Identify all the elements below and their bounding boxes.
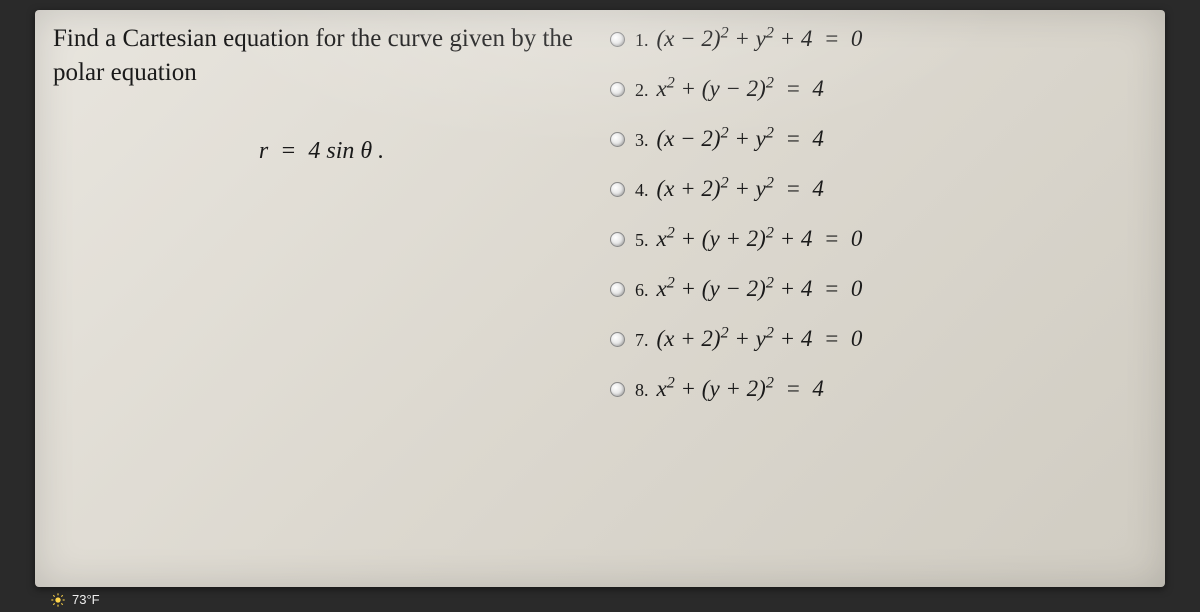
option-equation: (x + 2)2 + y2 = 4	[657, 176, 824, 202]
radio-button[interactable]	[610, 332, 625, 347]
option-equation: x2 + (y + 2)2 + 4 = 0	[657, 226, 863, 252]
option-equation: x2 + (y − 2)2 = 4	[657, 76, 824, 102]
option-text: 6. x2 + (y − 2)2 + 4 = 0	[635, 276, 862, 302]
question-prompt: Find a Cartesian equation for the curve …	[53, 22, 590, 90]
option-6[interactable]: 6. x2 + (y − 2)2 + 4 = 0	[610, 276, 1147, 302]
option-text: 8. x2 + (y + 2)2 = 4	[635, 376, 824, 402]
option-text: 3. (x − 2)2 + y2 = 4	[635, 126, 824, 152]
option-3[interactable]: 3. (x − 2)2 + y2 = 4	[610, 126, 1147, 152]
radio-button[interactable]	[610, 132, 625, 147]
radio-button[interactable]	[610, 382, 625, 397]
options-panel: 1. (x − 2)2 + y2 + 4 = 0 2. x2 + (y − 2)2 =…	[600, 22, 1147, 569]
option-number: 3.	[635, 130, 649, 151]
sun-icon	[50, 592, 66, 608]
option-number: 1.	[635, 30, 649, 51]
option-number: 5.	[635, 230, 649, 251]
weather-temp: 73°F	[72, 592, 100, 607]
option-number: 2.	[635, 80, 649, 101]
option-8[interactable]: 8. x2 + (y + 2)2 = 4	[610, 376, 1147, 402]
option-5[interactable]: 5. x2 + (y + 2)2 + 4 = 0	[610, 226, 1147, 252]
option-text: 5. x2 + (y + 2)2 + 4 = 0	[635, 226, 862, 252]
option-text: 7. (x + 2)2 + y2 + 4 = 0	[635, 326, 862, 352]
option-7[interactable]: 7. (x + 2)2 + y2 + 4 = 0	[610, 326, 1147, 352]
radio-button[interactable]	[610, 232, 625, 247]
radio-button[interactable]	[610, 282, 625, 297]
option-number: 7.	[635, 330, 649, 351]
option-number: 4.	[635, 180, 649, 201]
option-number: 8.	[635, 380, 649, 401]
option-equation: (x + 2)2 + y2 + 4 = 0	[657, 326, 863, 352]
option-text: 2. x2 + (y − 2)2 = 4	[635, 76, 824, 102]
option-equation: x2 + (y − 2)2 + 4 = 0	[657, 276, 863, 302]
question-panel: Find a Cartesian equation for the curve …	[53, 22, 600, 569]
option-2[interactable]: 2. x2 + (y − 2)2 = 4	[610, 76, 1147, 102]
option-4[interactable]: 4. (x + 2)2 + y2 = 4	[610, 176, 1147, 202]
option-equation: (x − 2)2 + y2 + 4 = 0	[657, 26, 863, 52]
radio-button[interactable]	[610, 182, 625, 197]
polar-equation: r = 4 sin θ .	[53, 138, 590, 165]
option-text: 4. (x + 2)2 + y2 = 4	[635, 176, 824, 202]
option-equation: x2 + (y + 2)2 = 4	[657, 376, 824, 402]
radio-button[interactable]	[610, 32, 625, 47]
option-1[interactable]: 1. (x − 2)2 + y2 + 4 = 0	[610, 26, 1147, 52]
taskbar-weather[interactable]: 73°F	[50, 587, 100, 612]
radio-button[interactable]	[610, 82, 625, 97]
quiz-screen: Find a Cartesian equation for the curve …	[35, 10, 1165, 587]
option-equation: (x − 2)2 + y2 = 4	[657, 126, 824, 152]
option-text: 1. (x − 2)2 + y2 + 4 = 0	[635, 26, 862, 52]
option-number: 6.	[635, 280, 649, 301]
